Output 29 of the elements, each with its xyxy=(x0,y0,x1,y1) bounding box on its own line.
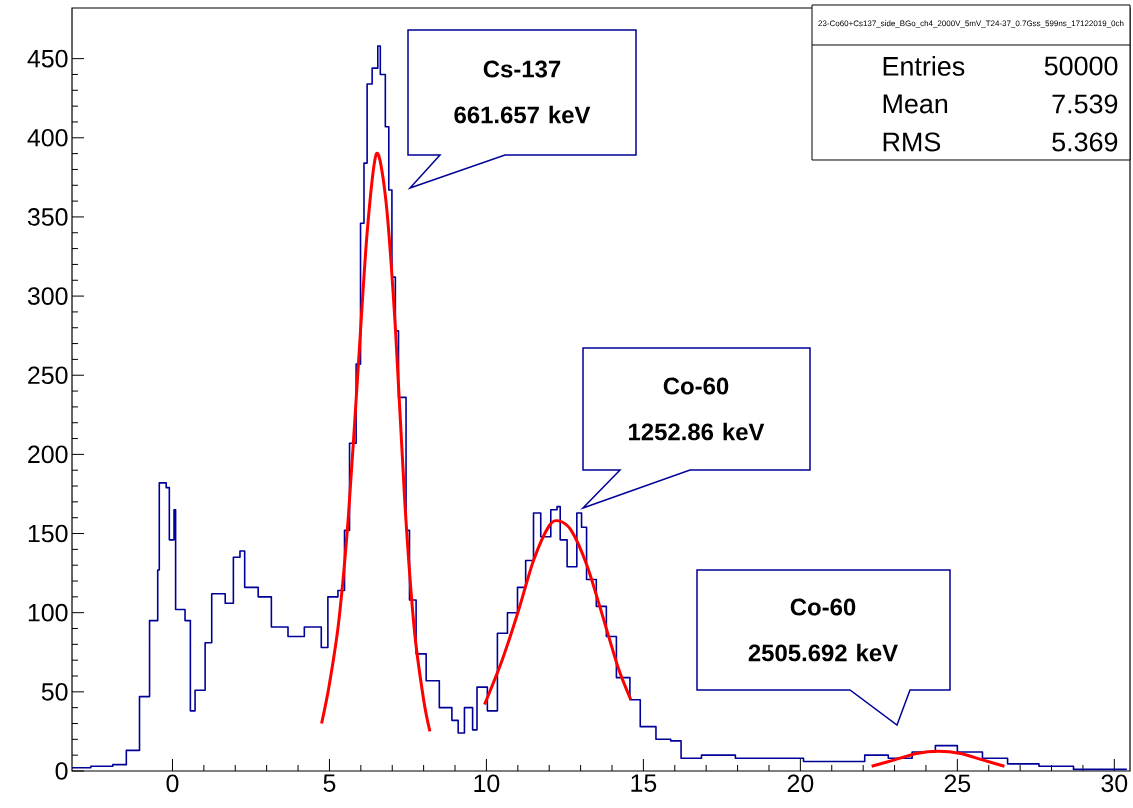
x-tick-label: 30 xyxy=(1101,774,1128,793)
line-series xyxy=(483,519,633,706)
x-tick-label: 10 xyxy=(474,774,500,793)
x-tick-label: 0 xyxy=(166,774,179,793)
y-tick-label: 100 xyxy=(28,603,68,622)
annotation: Co-60 2505.692 keV xyxy=(748,598,898,662)
y-tick-label: 450 xyxy=(27,49,68,68)
x-tick-label: 5 xyxy=(323,774,336,792)
x-tick-label: 25 xyxy=(944,774,971,793)
annotation: 50000 xyxy=(1044,56,1118,76)
annotation: RMS xyxy=(883,132,941,152)
y-tick-label: 0 xyxy=(55,762,68,780)
y-tick-label: 300 xyxy=(27,287,68,305)
y-tick-label: 350 xyxy=(27,208,68,226)
y-tick-label: 400 xyxy=(27,128,68,147)
annotation: Cs-137 661.657 keV xyxy=(454,60,591,124)
y-tick-label: 250 xyxy=(28,366,68,385)
annotation: 7.539 xyxy=(1052,94,1118,114)
annotation: 5.369 xyxy=(1052,132,1118,152)
y-tick-label: 50 xyxy=(41,683,68,701)
annotation: Co-60 1252.86 keV xyxy=(629,377,765,441)
x-tick-label: 20 xyxy=(787,774,814,793)
annotation: Entries xyxy=(883,56,965,76)
y-tick-label: 150 xyxy=(28,524,68,543)
line-series xyxy=(320,152,432,733)
annotation: Mean xyxy=(883,94,948,114)
y-tick-label: 200 xyxy=(28,445,68,464)
line-series xyxy=(870,749,1006,768)
x-tick-label: 15 xyxy=(631,774,657,792)
